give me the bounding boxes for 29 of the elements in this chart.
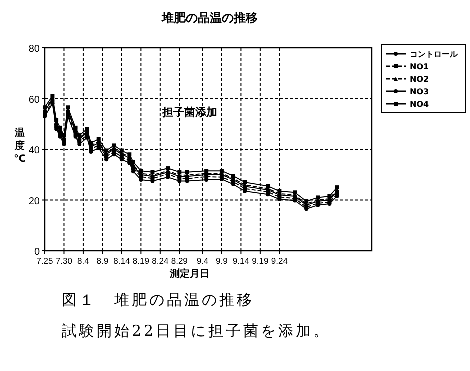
y-tick-label: 20 bbox=[28, 196, 40, 208]
x-tick-label: 8.9 bbox=[96, 256, 109, 266]
legend-label: コントロール bbox=[410, 50, 459, 59]
x-axis-title: 測定月日 bbox=[169, 268, 210, 280]
caption: 図１ 堆肥の品温の推移 bbox=[62, 291, 254, 309]
text: 試験開始22日目に担子菌を添加。 bbox=[62, 322, 332, 340]
y-tick-label: 40 bbox=[28, 146, 40, 156]
y-axis-title: 温度℃ bbox=[14, 127, 26, 165]
x-tick-label: 8.29 bbox=[171, 256, 188, 266]
x-tick-label: 8.14 bbox=[114, 256, 130, 266]
x-tick-label: 9.4 bbox=[196, 256, 209, 266]
x-tick-label: 9.24 bbox=[271, 256, 288, 266]
x-tick-label: 8.4 bbox=[78, 256, 90, 266]
x-tick-label: 9.14 bbox=[232, 256, 250, 266]
y-tick-label: 60 bbox=[28, 94, 40, 106]
legend-label: NO4 bbox=[410, 100, 430, 109]
x-tick-label: 7.30 bbox=[56, 256, 73, 266]
legend-label: NO1 bbox=[410, 62, 430, 72]
legend-label: NO2 bbox=[410, 75, 430, 84]
annotation: 担子菌添加 bbox=[162, 106, 218, 119]
x-tick-label: 9.19 bbox=[252, 256, 269, 266]
y-tick-label: 0 bbox=[34, 247, 40, 258]
x-tick-label: 9.9 bbox=[216, 256, 228, 266]
chart-title: 堆肥の品温の推移 bbox=[161, 11, 258, 25]
x-tick-label: 8.19 bbox=[132, 256, 150, 266]
y-tick-label: 80 bbox=[28, 44, 40, 55]
x-tick-label: 7.25 bbox=[36, 256, 54, 266]
legend-label: NO3 bbox=[410, 88, 430, 96]
x-tick-label: 8.24 bbox=[152, 256, 169, 266]
